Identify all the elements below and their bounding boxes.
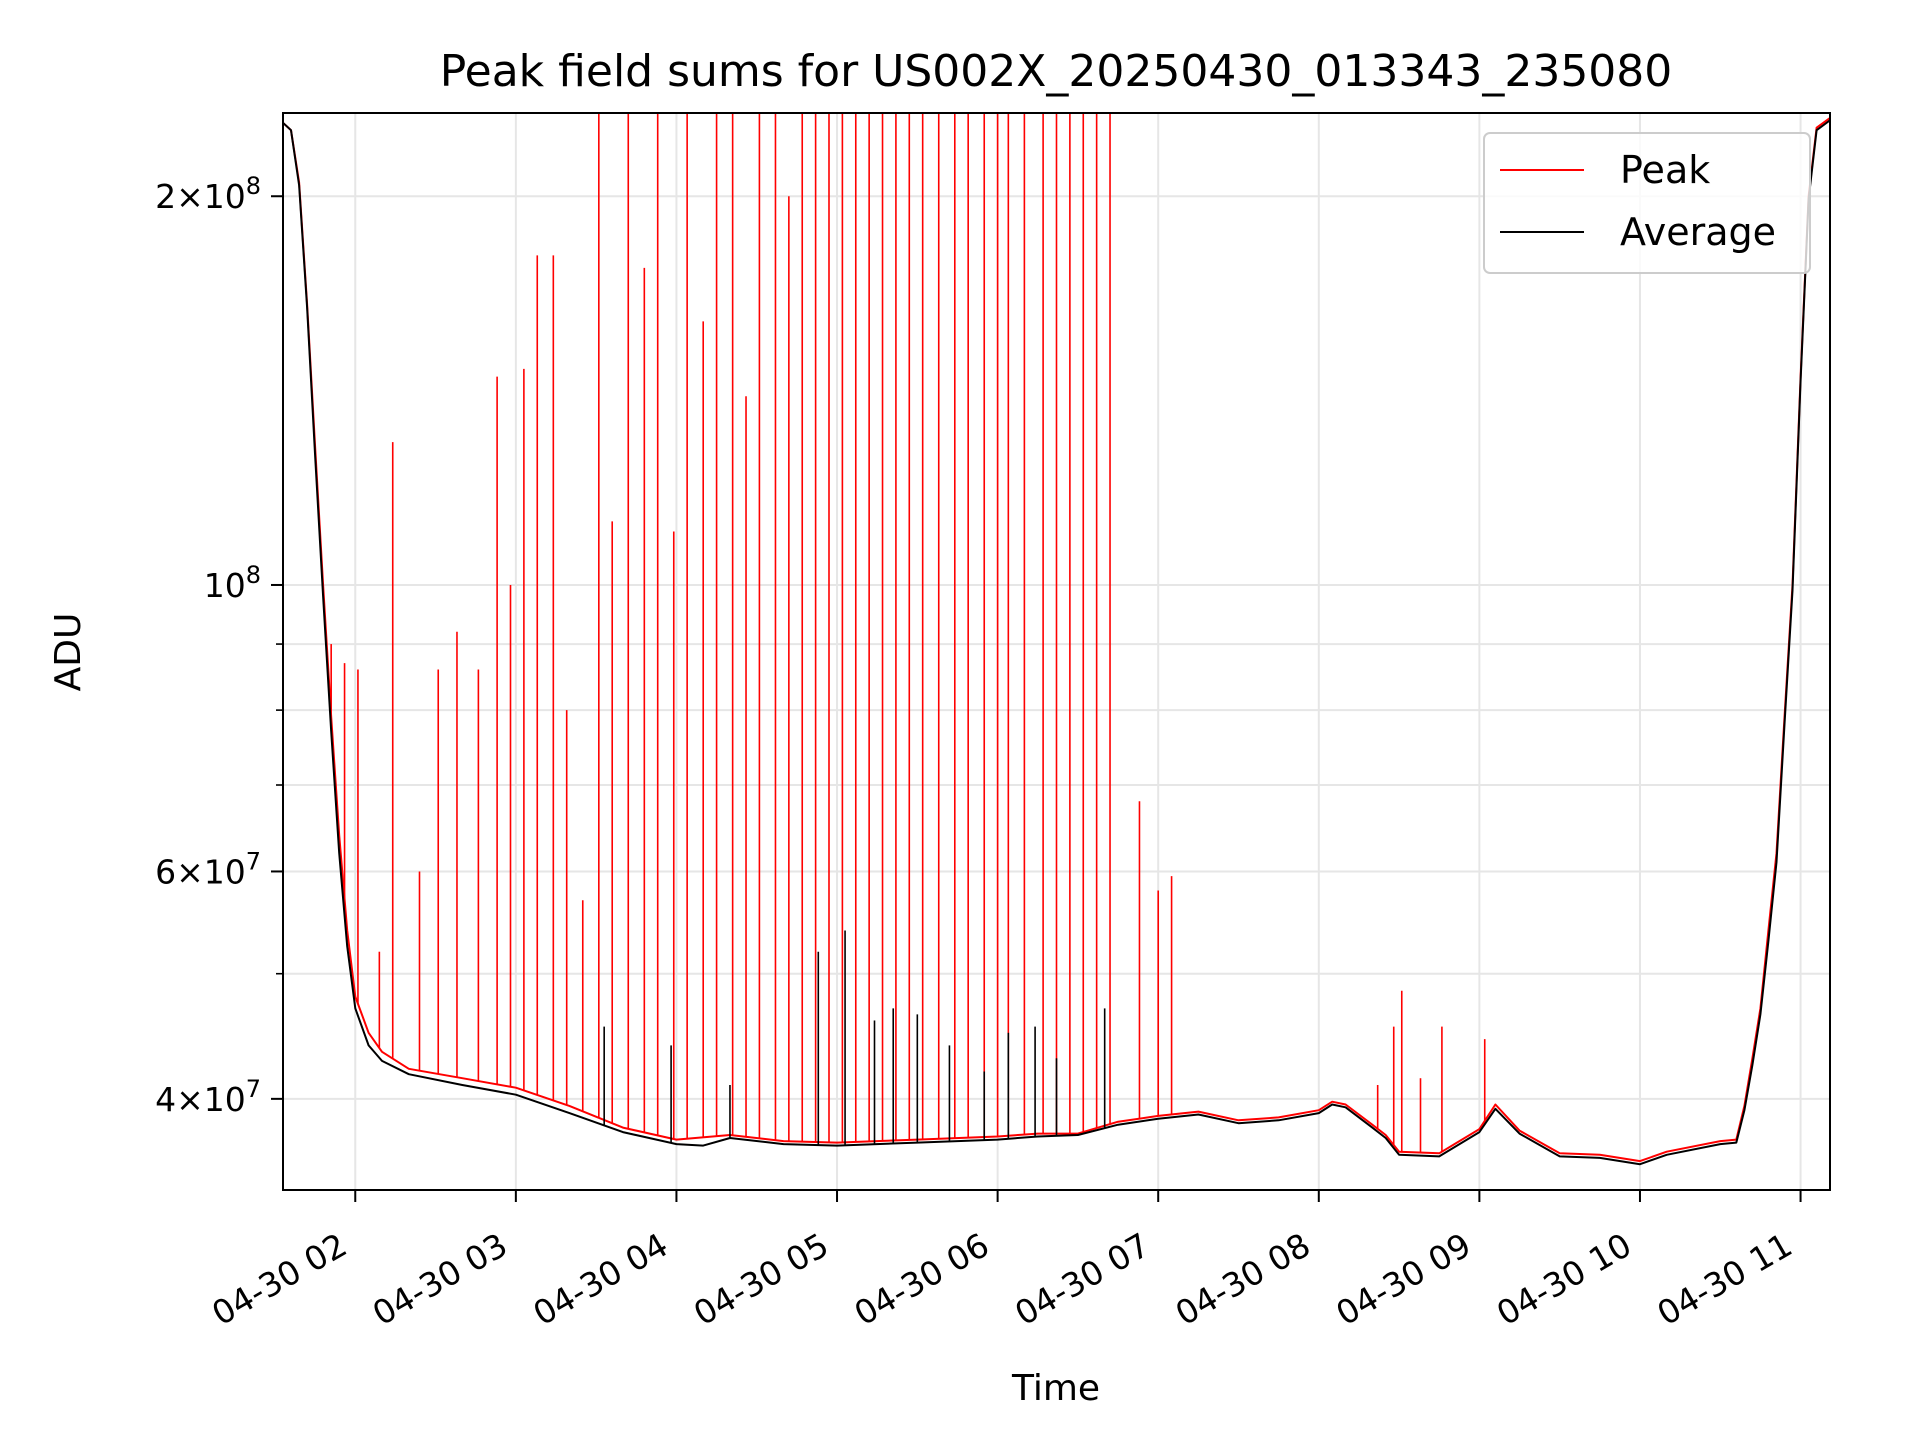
y-tick-mantissa: 2 <box>155 177 176 216</box>
legend-label-average: Average <box>1620 210 1776 254</box>
average-line <box>283 119 1830 1166</box>
plot-series <box>283 113 1830 1166</box>
peak-line <box>283 117 1830 1163</box>
y-tick-base: 10 <box>204 852 246 891</box>
y-tick-base: 10 <box>204 177 246 216</box>
y-tick-exponent: 8 <box>246 561 261 589</box>
y-tick-base: 10 <box>204 566 246 605</box>
y-tick-label: 4×107 <box>155 1075 261 1119</box>
y-tick-mantissa: 4 <box>155 1080 176 1119</box>
y-tick-mantissa: 6 <box>155 852 176 891</box>
series-average <box>283 119 1830 1166</box>
y-tick-times: × <box>176 852 204 891</box>
x-axis-label: Time <box>1011 1368 1100 1409</box>
y-tick-times: × <box>176 1080 204 1119</box>
y-axis-label: ADU <box>48 613 89 692</box>
legend-label-peak: Peak <box>1620 148 1710 192</box>
plot-frame <box>282 112 1831 1191</box>
y-tick-label: 6×107 <box>155 847 261 891</box>
legend: Peak Average <box>1483 132 1811 274</box>
y-tick-exponent: 7 <box>246 1075 261 1103</box>
y-tick-label: 2×108 <box>155 172 261 216</box>
legend-box <box>1483 132 1811 274</box>
y-tick-exponent: 8 <box>246 172 261 200</box>
y-tick-exponent: 7 <box>246 847 261 875</box>
series-peak <box>283 113 1830 1163</box>
chart-title: Peak field sums for US002X_20250430_0133… <box>440 46 1673 97</box>
y-tick-base: 10 <box>204 1080 246 1119</box>
y-tick-times: × <box>176 177 204 216</box>
y-tick-label: 108 <box>204 561 261 605</box>
